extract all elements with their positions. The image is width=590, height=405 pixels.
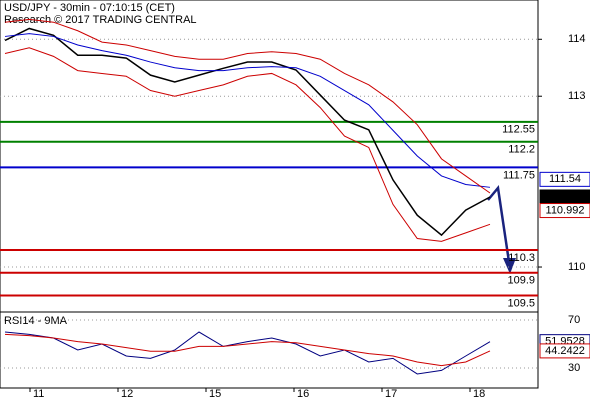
series-line <box>4 331 491 375</box>
x-tick-label: 17 <box>385 388 397 400</box>
price-box <box>539 203 590 219</box>
price-box <box>539 171 590 187</box>
chart-subtitle: Research © 2017 TRADING CENTRAL <box>4 14 197 26</box>
x-tick-label: 12 <box>121 388 133 400</box>
x-tick-label: 11 <box>33 388 44 400</box>
series-line <box>4 18 491 194</box>
price-box <box>539 343 590 359</box>
level-label: 112.55 <box>502 124 535 136</box>
price-box-label: 111.54 <box>549 173 581 185</box>
rsi-title: RSI14 - 9MA <box>4 315 68 327</box>
price-box-label: 110.992 <box>546 204 585 216</box>
chart-title: USD/JPY - 30min - 07:10:15 (CET) <box>4 2 175 14</box>
forecast-arrow <box>487 185 511 263</box>
y-tick-label: 113 <box>568 90 586 102</box>
price-box-label: 44.2422 <box>545 345 585 357</box>
forecast-arrowhead <box>503 258 516 274</box>
rsi-tick-label: 70 <box>568 314 580 326</box>
x-tick-label: 18 <box>473 388 485 400</box>
level-label: 109.9 <box>507 275 535 287</box>
rsi-tick-label: 30 <box>568 362 580 374</box>
series-line <box>4 33 491 188</box>
x-tick-label: 15 <box>209 388 221 400</box>
series-line <box>4 333 491 367</box>
y-tick-label: 110 <box>568 261 586 273</box>
series-line <box>4 27 491 237</box>
level-label: 110.3 <box>508 252 535 264</box>
level-label: 112.2 <box>508 144 535 156</box>
series-line <box>4 47 491 242</box>
y-tick-label: 114 <box>568 33 586 45</box>
x-tick-label: 16 <box>297 388 309 400</box>
level-label: 111.75 <box>503 169 535 181</box>
price-box-label: 111.23 <box>549 191 581 203</box>
plot-frame <box>0 0 539 389</box>
level-label: 109.5 <box>507 297 535 309</box>
